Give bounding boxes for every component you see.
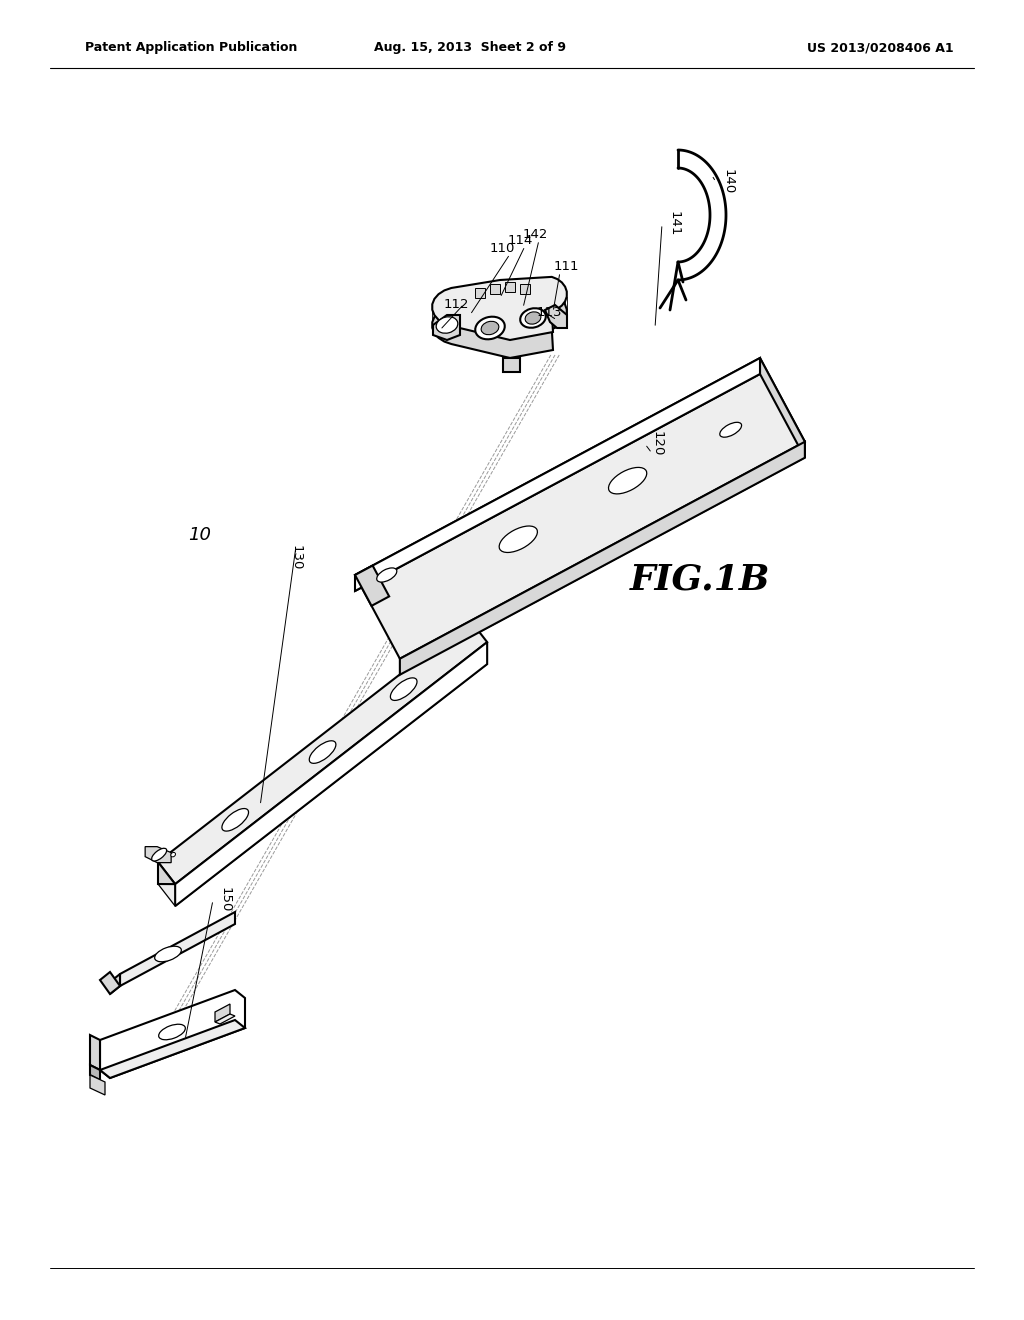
Ellipse shape [436,317,458,333]
Text: 114: 114 [507,235,532,248]
Polygon shape [475,288,485,298]
Text: 10: 10 [188,525,212,544]
Text: 141: 141 [668,211,681,236]
Text: 110: 110 [489,242,515,255]
Polygon shape [215,1005,230,1022]
Text: 111: 111 [553,260,579,272]
Polygon shape [100,1020,245,1078]
Ellipse shape [159,1024,185,1040]
Polygon shape [503,358,520,372]
Polygon shape [433,315,460,341]
Ellipse shape [475,317,505,339]
Polygon shape [490,284,500,294]
Polygon shape [355,358,805,659]
Text: 140: 140 [722,169,734,194]
Ellipse shape [152,849,167,861]
Polygon shape [90,1065,100,1080]
Ellipse shape [481,321,499,335]
Text: 120: 120 [650,432,664,457]
Polygon shape [505,282,515,292]
Polygon shape [355,374,760,591]
Text: 142: 142 [522,228,548,242]
Ellipse shape [171,853,175,857]
Ellipse shape [720,422,741,437]
Polygon shape [158,620,487,884]
Polygon shape [158,862,175,884]
Ellipse shape [520,309,546,327]
Ellipse shape [155,946,181,962]
Ellipse shape [309,741,336,763]
Polygon shape [120,912,234,986]
Polygon shape [760,358,805,458]
Polygon shape [100,972,120,994]
Polygon shape [215,1014,234,1024]
Polygon shape [110,974,120,994]
Text: 130: 130 [290,545,302,570]
Polygon shape [175,642,487,906]
Polygon shape [145,846,171,863]
Polygon shape [399,442,805,675]
Ellipse shape [222,809,249,832]
Text: 150: 150 [218,887,231,912]
Polygon shape [355,358,760,591]
Polygon shape [432,294,567,358]
Ellipse shape [499,525,538,553]
Polygon shape [158,642,487,906]
Polygon shape [90,1074,105,1096]
Text: FIG.1B: FIG.1B [630,564,770,597]
Polygon shape [545,305,567,327]
Polygon shape [432,277,567,341]
Ellipse shape [377,568,397,582]
Polygon shape [100,990,245,1078]
Text: 113: 113 [537,305,562,318]
Text: Aug. 15, 2013  Sheet 2 of 9: Aug. 15, 2013 Sheet 2 of 9 [374,41,566,54]
Polygon shape [399,442,805,675]
Polygon shape [520,284,530,294]
Ellipse shape [525,312,541,325]
Ellipse shape [390,678,417,701]
Polygon shape [355,565,389,606]
Polygon shape [90,1035,100,1071]
Text: 112: 112 [443,297,469,310]
Text: Patent Application Publication: Patent Application Publication [85,41,297,54]
Text: US 2013/0208406 A1: US 2013/0208406 A1 [807,41,953,54]
Ellipse shape [608,467,647,494]
